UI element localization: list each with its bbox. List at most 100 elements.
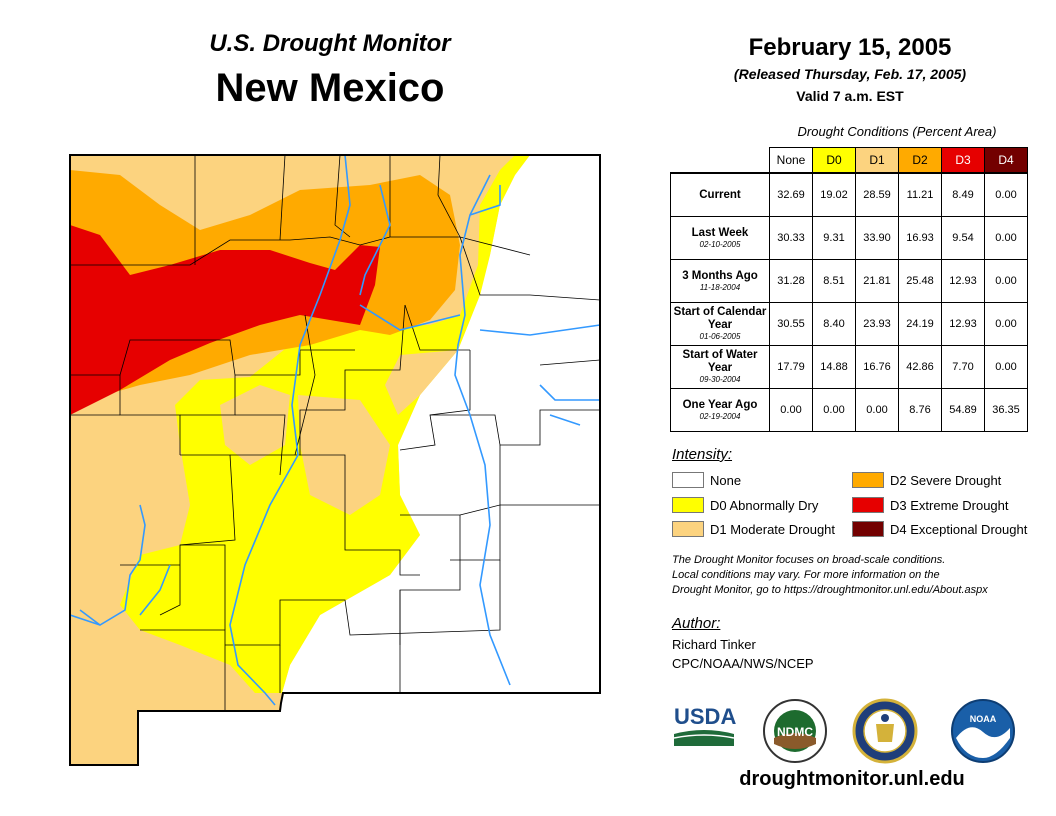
d1-east-pocket — [385, 350, 458, 415]
table-cell: 9.31 — [812, 216, 856, 260]
table-cell: 19.02 — [812, 172, 856, 217]
table-row: Start of Water Year 09-30-2004 17.79 14.88 1… — [670, 345, 1028, 389]
row-label: Current — [670, 172, 770, 217]
map-subtitle: U.S. Drought Monitor — [209, 30, 451, 57]
row-label-text: 3 Months Ago — [682, 269, 758, 282]
table-cell: 12.93 — [941, 302, 985, 346]
table-row: Last Week 02-10-2005 30.33 9.31 33.90 16.93 9.… — [670, 216, 1028, 260]
table-cell: 0.00 — [984, 216, 1028, 260]
website-url: droughtmonitor.unl.edu — [739, 768, 965, 790]
author-title: Author: — [672, 615, 721, 632]
row-date: 11-18-2004 — [699, 282, 741, 292]
row-label: 3 Months Ago 11-18-2004 — [670, 259, 770, 303]
col-header-d1: D1 — [855, 147, 899, 174]
legend-item: D1 Moderate Drought — [672, 520, 835, 538]
table-cell: 0.00 — [984, 172, 1028, 217]
legend-label: D4 Exceptional Drought — [890, 521, 1028, 537]
col-header-none: None — [769, 147, 813, 174]
legend-swatch — [672, 521, 704, 537]
table-cell: 25.48 — [898, 259, 942, 303]
row-label-text: Start of Water Year — [682, 349, 758, 374]
ndmc-logo-text: NDMC — [777, 725, 813, 739]
table-cell: 9.54 — [941, 216, 985, 260]
table-cell: 12.93 — [941, 259, 985, 303]
row-label-text: Current — [699, 188, 741, 201]
legend-item: D3 Extreme Drought — [852, 496, 1009, 514]
row-date: 02-19-2004 — [699, 411, 741, 421]
author-name: Richard Tinker — [672, 637, 756, 652]
legend-item: D0 Abnormally Dry — [672, 496, 818, 514]
table-cell: 8.40 — [812, 302, 856, 346]
county-lines — [70, 154, 601, 711]
col-header-d3: D3 — [941, 147, 985, 174]
table-corner — [671, 148, 770, 174]
usda-logo-text: USDA — [674, 704, 736, 729]
drought-map — [69, 154, 601, 766]
table-cell: 31.28 — [769, 259, 813, 303]
row-date: 02-10-2005 — [699, 239, 741, 249]
legend-swatch — [852, 472, 884, 488]
table-cell: 0.00 — [855, 388, 899, 432]
table-cell: 16.93 — [898, 216, 942, 260]
ndmc-logo: NDMC — [763, 699, 827, 763]
table-cell: 33.90 — [855, 216, 899, 260]
commerce-seal — [852, 698, 918, 764]
table-cell: 28.59 — [855, 172, 899, 217]
note-line: Drought Monitor, go to https://droughtmo… — [672, 584, 988, 596]
table-cell: 0.00 — [812, 388, 856, 432]
note-line: The Drought Monitor focuses on broad-sca… — [672, 554, 946, 566]
table-cell: 21.81 — [855, 259, 899, 303]
legend-label: None — [710, 472, 742, 488]
legend-label: D2 Severe Drought — [890, 472, 1002, 488]
noaa-logo: NOAA — [951, 699, 1015, 763]
table-cell: 32.69 — [769, 172, 813, 217]
valid-time: Valid 7 a.m. EST — [796, 88, 904, 104]
table-cell: 8.49 — [941, 172, 985, 217]
table-cell: 30.55 — [769, 302, 813, 346]
state-outline — [69, 154, 601, 766]
table-caption: Drought Conditions (Percent Area) — [797, 124, 997, 139]
table-cell: 0.00 — [769, 388, 813, 432]
disclaimer-note: The Drought Monitor focuses on broad-sca… — [672, 553, 1042, 598]
drought-table: None D0 D1 D2 D3 D4 Current 32.69 19.02 28.… — [670, 147, 1028, 432]
table-cell: 24.19 — [898, 302, 942, 346]
row-label: One Year Ago 02-19-2004 — [670, 388, 770, 432]
table-cell: 17.79 — [769, 345, 813, 389]
legend-swatch — [672, 472, 704, 488]
table-cell: 0.00 — [984, 345, 1028, 389]
legend-title: Intensity: — [672, 446, 733, 463]
author-org: CPC/NOAA/NWS/NCEP — [672, 656, 814, 671]
legend-item: D2 Severe Drought — [852, 471, 1001, 489]
row-label: Last Week 02-10-2005 — [670, 216, 770, 260]
legend-label: D1 Moderate Drought — [710, 521, 836, 537]
usda-logo: USDA — [673, 704, 736, 746]
row-label-text: One Year Ago — [682, 398, 758, 411]
col-header-d4: D4 — [984, 147, 1028, 174]
note-line: Local conditions may vary. For more info… — [672, 569, 940, 581]
table-cell: 0.00 — [984, 259, 1028, 303]
table-cell: 0.00 — [984, 302, 1028, 346]
table-row: Current 32.69 19.02 28.59 11.21 8.49 0.00 — [670, 172, 1028, 217]
legend-item: None — [672, 471, 741, 489]
rio-grande — [229, 154, 351, 706]
table-cell: 8.76 — [898, 388, 942, 432]
table-cell: 14.88 — [812, 345, 856, 389]
row-label: Start of Water Year 09-30-2004 — [670, 345, 770, 389]
table-cell: 23.93 — [855, 302, 899, 346]
table-header-row: None D0 D1 D2 D3 D4 — [671, 147, 1028, 174]
table-cell: 54.89 — [941, 388, 985, 432]
legend-swatch — [852, 521, 884, 537]
table-row: Start of Calendar Year 01-06-2005 30.55 8.4… — [670, 302, 1028, 346]
legend-label: D3 Extreme Drought — [890, 497, 1009, 513]
row-label: Start of Calendar Year 01-06-2005 — [670, 302, 770, 346]
row-label-text: Start of Calendar Year — [673, 306, 767, 331]
row-date: 01-06-2005 — [699, 332, 741, 341]
table-cell: 16.76 — [855, 345, 899, 389]
map-date: February 15, 2005 — [748, 34, 952, 61]
table-cell: 30.33 — [769, 216, 813, 260]
row-date: 09-30-2004 — [699, 375, 741, 384]
none-region — [282, 155, 600, 693]
table-cell: 42.86 — [898, 345, 942, 389]
table-cell: 7.70 — [941, 345, 985, 389]
legend-item: D4 Exceptional Drought — [852, 520, 1027, 538]
